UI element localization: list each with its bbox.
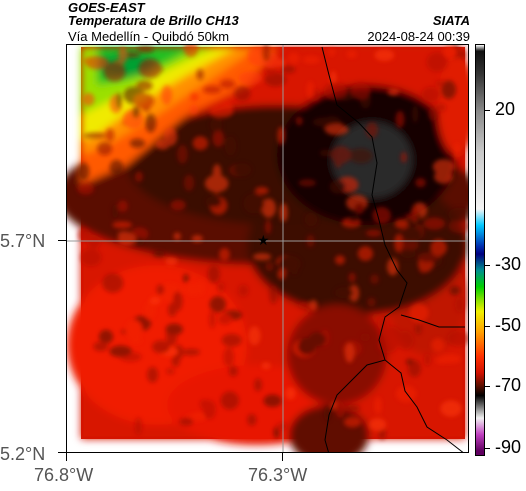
timestamp: 2024-08-24 00:39 — [367, 29, 470, 44]
map-canvas: ★ — [67, 45, 468, 452]
border-line-south — [324, 359, 386, 452]
satellite-title: GOES-EAST — [68, 0, 145, 15]
cb-label-m90: -90 — [495, 437, 522, 457]
border-line-mid — [400, 314, 465, 328]
cb-label-m30: -30 — [495, 254, 522, 274]
cb-label-20: 20 — [495, 99, 516, 119]
product-title: Temperatura de Brillo CH13 — [68, 13, 239, 28]
cb-tick-m30 — [485, 265, 490, 266]
ytick-2 — [58, 452, 66, 453]
colorbar — [475, 44, 485, 456]
cb-label-m50: -50 — [495, 315, 522, 335]
cb-tick-m50 — [485, 326, 490, 327]
lat-label-2: 5.2°N — [0, 444, 46, 464]
org-label: SIATA — [432, 13, 470, 28]
location-star-icon: ★ — [257, 233, 270, 249]
border-line-east — [321, 46, 464, 452]
lon-label-1: 76.8°W — [34, 465, 94, 485]
lon-label-2: 76.3°W — [248, 465, 308, 485]
cb-tick-m90 — [485, 448, 490, 449]
satellite-map[interactable]: ★ — [66, 44, 469, 453]
cb-tick-20 — [485, 110, 490, 111]
lat-label-1: 5.7°N — [0, 231, 46, 251]
xtick-1 — [66, 453, 67, 461]
xtick-2 — [282, 453, 283, 461]
cb-tick-m70 — [485, 386, 490, 387]
ytick-1 — [58, 240, 66, 241]
cb-label-m70: -70 — [495, 375, 522, 395]
route-subtitle: Vía Medellín - Quibdó 50km — [68, 29, 230, 44]
nodata-left — [67, 45, 81, 452]
